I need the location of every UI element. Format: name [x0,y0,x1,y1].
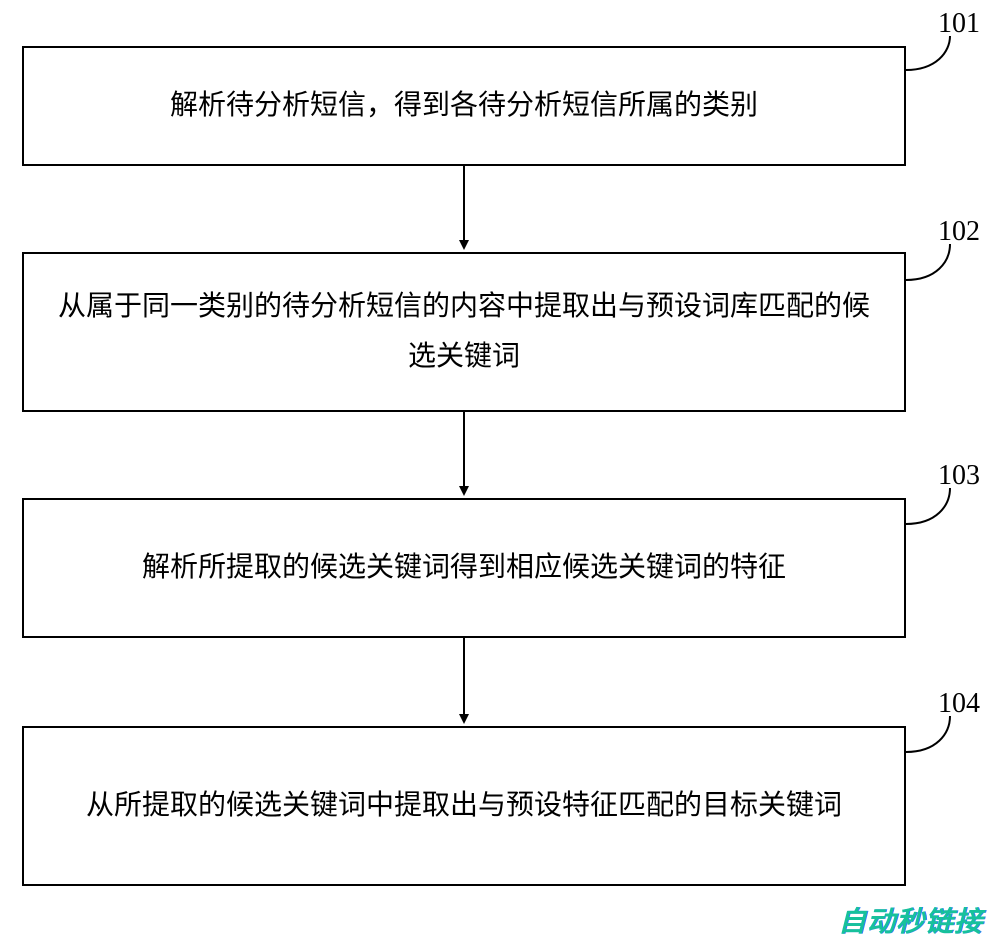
callout-102 [906,244,950,280]
flowchart-canvas: 解析待分析短信，得到各待分析短信所属的类别 101 从属于同一类别的待分析短信的… [0,0,1000,938]
callout-103 [906,488,950,524]
flowchart-step-4: 从所提取的候选关键词中提取出与预设特征匹配的目标关键词 [22,726,906,886]
flowchart-step-2: 从属于同一类别的待分析短信的内容中提取出与预设词库匹配的候选关键词 [22,252,906,412]
flowchart-step-1-label: 101 [938,8,980,40]
callout-101 [906,36,950,70]
flowchart-step-1: 解析待分析短信，得到各待分析短信所属的类别 [22,46,906,166]
flowchart-step-2-label: 102 [938,216,980,248]
flowchart-step-4-label: 104 [938,688,980,720]
flowchart-step-3-text: 解析所提取的候选关键词得到相应候选关键词的特征 [142,543,786,593]
flowchart-callouts [906,36,950,752]
flowchart-step-4-text: 从所提取的候选关键词中提取出与预设特征匹配的目标关键词 [86,781,842,831]
flowchart-step-2-text: 从属于同一类别的待分析短信的内容中提取出与预设词库匹配的候选关键词 [54,282,874,383]
watermark-text: 自动秒链接 [838,900,983,940]
flowchart-step-3: 解析所提取的候选关键词得到相应候选关键词的特征 [22,498,906,638]
flowchart-step-1-text: 解析待分析短信，得到各待分析短信所属的类别 [170,81,758,131]
callout-104 [906,716,950,752]
flowchart-step-3-label: 103 [938,460,980,492]
